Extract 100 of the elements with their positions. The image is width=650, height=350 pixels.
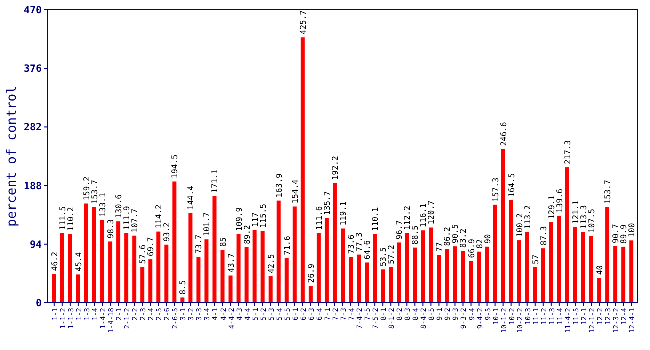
bar <box>365 262 370 303</box>
bar <box>357 254 362 303</box>
bar <box>92 207 96 303</box>
bar <box>180 298 185 303</box>
data-label: 100 <box>628 223 637 238</box>
data-label: 86.2 <box>443 226 452 246</box>
data-label: 66.9 <box>467 238 476 258</box>
bar <box>461 251 466 303</box>
bar <box>573 228 578 303</box>
data-label: 129.1 <box>547 195 556 220</box>
data-label: 110.1 <box>371 207 380 232</box>
data-label: 107.7 <box>130 208 140 233</box>
y-tick-label: 376 <box>24 64 42 76</box>
data-label: 194.5 <box>170 154 180 179</box>
bar <box>332 183 337 303</box>
data-label: 107.5 <box>588 208 597 233</box>
bar <box>622 246 626 303</box>
bar <box>212 196 217 303</box>
bar <box>413 248 418 303</box>
bar <box>284 258 289 303</box>
y-tick-label: 282 <box>24 122 42 134</box>
data-label: 117 <box>250 212 260 228</box>
data-label: 89.2 <box>242 224 252 244</box>
data-label: 246.6 <box>499 122 508 146</box>
data-label: 110.2 <box>66 207 76 232</box>
data-label: 90.7 <box>612 224 621 244</box>
bar <box>606 207 610 303</box>
bar <box>196 257 201 303</box>
data-label: 157.3 <box>491 178 500 202</box>
bar <box>405 233 410 303</box>
data-label: 83.2 <box>459 228 468 248</box>
data-label: 116.1 <box>419 203 428 228</box>
data-label: 111.5 <box>58 206 68 230</box>
data-label: 119.1 <box>339 201 348 226</box>
data-label: 139.6 <box>555 188 564 213</box>
bar <box>381 270 386 303</box>
bar <box>557 216 562 303</box>
bar <box>244 247 249 303</box>
data-label: 115.5 <box>258 204 268 228</box>
data-label: 154.4 <box>290 179 300 204</box>
data-label: 73.6 <box>347 234 356 254</box>
bar <box>268 276 273 303</box>
data-label: 100.2 <box>515 213 524 238</box>
bar <box>501 149 506 303</box>
bar <box>60 233 64 303</box>
data-label: 26.9 <box>306 264 316 284</box>
data-label: 130.6 <box>114 194 124 219</box>
bar <box>517 240 522 303</box>
data-label: 57.6 <box>138 244 148 264</box>
data-label: 120.7 <box>427 200 436 225</box>
data-label: 111.9 <box>122 206 132 230</box>
data-label: 77 <box>435 242 444 252</box>
data-label: 171.1 <box>210 169 220 194</box>
bar <box>252 230 257 303</box>
bar <box>493 204 498 303</box>
bar <box>260 230 265 303</box>
data-label: 217.3 <box>563 140 572 165</box>
bar <box>188 212 193 303</box>
y-tick-label: 0 <box>36 298 42 310</box>
bar <box>533 267 538 303</box>
bar <box>397 242 402 303</box>
bar <box>316 233 321 303</box>
data-label: 133.1 <box>98 192 108 218</box>
bar <box>389 267 394 303</box>
data-label: 96.7 <box>395 220 404 240</box>
data-label: 113.2 <box>523 205 532 230</box>
bar <box>630 240 634 303</box>
y-tick-label: 470 <box>24 6 42 16</box>
bar <box>453 246 458 303</box>
bar <box>76 274 80 303</box>
y-axis-title: percent of control <box>5 86 20 227</box>
data-label: 53.5 <box>379 247 388 267</box>
data-label: 77.3 <box>355 232 364 252</box>
data-label: 73.7 <box>194 234 204 254</box>
data-label: 64.6 <box>363 240 372 260</box>
bar <box>469 261 474 303</box>
data-label: 85 <box>218 237 228 248</box>
bar <box>148 260 153 303</box>
data-label: 87.3 <box>539 226 548 246</box>
bar <box>445 249 450 303</box>
data-label: 45.4 <box>74 252 84 272</box>
bar <box>421 230 426 303</box>
data-label: 112.2 <box>403 206 412 230</box>
data-label: 114.2 <box>154 204 164 229</box>
bar <box>341 228 345 303</box>
data-label: 164.5 <box>507 173 516 198</box>
data-label: 42.5 <box>266 254 276 274</box>
bar <box>429 228 434 303</box>
data-label: 135.7 <box>322 191 332 216</box>
data-label: 71.6 <box>282 236 292 256</box>
data-label: 89.9 <box>620 224 629 244</box>
bar <box>590 236 594 303</box>
data-label: 88.5 <box>411 225 420 245</box>
bar <box>204 240 209 303</box>
bar <box>140 267 145 303</box>
data-label: 121.1 <box>571 200 580 225</box>
bar <box>116 222 121 303</box>
bar <box>68 234 72 303</box>
bar <box>132 236 137 303</box>
bar <box>292 206 297 303</box>
